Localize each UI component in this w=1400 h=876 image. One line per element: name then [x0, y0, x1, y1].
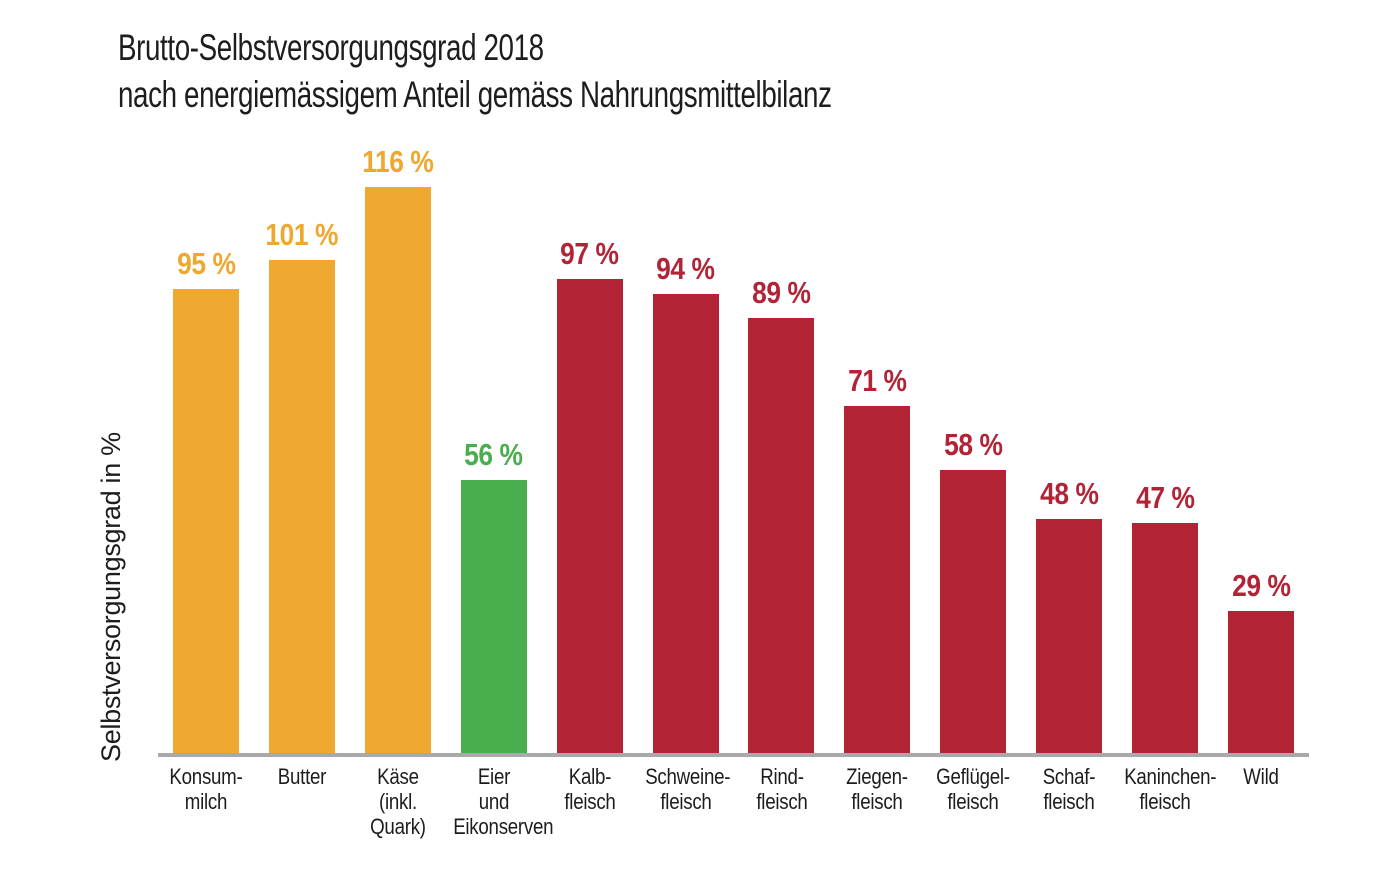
bar-column-9: 58 % — [925, 427, 1021, 753]
category-labels-row: Konsum- milch Butter Käse (inkl. Quark) Eie… — [158, 764, 1309, 839]
bar-value-label: 116 % — [362, 144, 434, 179]
chart-title: Brutto-Selbstversorgungsgrad 2018 nach e… — [118, 24, 832, 118]
category-label: Schaf- fleisch — [1042, 764, 1096, 814]
bar-value-label: 29 % — [1231, 568, 1291, 603]
bar-column-7: 89 % — [734, 275, 830, 753]
bar — [652, 294, 719, 753]
category-label: Konsum- milch — [169, 764, 243, 814]
bar — [364, 187, 431, 753]
bar-value-label: 47 % — [1135, 480, 1195, 515]
bar-value-label: 94 % — [656, 251, 715, 286]
bar-value-label: 56 % — [464, 437, 524, 472]
bar — [268, 260, 335, 753]
bar-column-8: 71 % — [829, 363, 925, 753]
category-label: Schweine- fleisch — [644, 764, 730, 814]
bar — [1132, 523, 1199, 753]
chart-title-line1: Brutto-Selbstversorgungsgrad 2018 — [118, 27, 544, 68]
category-label: Eier und Eikonserven — [452, 764, 554, 839]
bar-column-2: 101 % — [254, 217, 350, 753]
category-label: Geflügel- fleisch — [936, 764, 1011, 814]
chart-title-line2: nach energiemässigem Anteil gemäss Nahru… — [118, 74, 832, 115]
bar — [844, 406, 911, 753]
bar-column-11: 47 % — [1117, 480, 1213, 753]
bar-value-label: 58 % — [944, 427, 1003, 462]
bar — [940, 470, 1007, 753]
bar-column-10: 48 % — [1021, 476, 1117, 753]
bar-column-5: 97 % — [542, 236, 638, 753]
category-label: Butter — [277, 764, 327, 789]
category-label: Ziegen- fleisch — [846, 764, 909, 814]
category-label: Kaninchen- fleisch — [1124, 764, 1217, 814]
plot-area: 95 % 101 % 116 % 56 % 97 % 94 % 89 % 71 % 58 % 48… — [158, 144, 1309, 839]
bar-column-3: 116 % — [350, 144, 446, 753]
bar-column-12: 29 % — [1213, 568, 1309, 753]
bar — [1228, 611, 1295, 753]
bar — [1036, 519, 1103, 753]
bar — [172, 289, 239, 753]
bar — [460, 480, 527, 753]
bars-container: 95 % 101 % 116 % 56 % 97 % 94 % 89 % 71 % 58 % 48… — [158, 144, 1309, 753]
category-label: Kalb- fleisch — [564, 764, 616, 814]
bar-value-label: 101 % — [265, 217, 339, 252]
bar-value-label: 71 % — [848, 363, 907, 398]
bar-column-1: 95 % — [158, 246, 254, 753]
category-label: Käse (inkl. Quark) — [369, 764, 426, 839]
x-axis-line — [158, 753, 1309, 757]
bar-value-label: 95 % — [176, 246, 236, 281]
bar-value-label: 48 % — [1040, 476, 1099, 511]
bar — [556, 279, 623, 753]
bar-value-label: 89 % — [752, 275, 811, 310]
category-label: Wild — [1243, 764, 1279, 789]
category-label: Rind- fleisch — [755, 764, 808, 814]
bar — [748, 318, 815, 753]
bar-value-label: 97 % — [560, 236, 619, 271]
bar-column-6: 94 % — [638, 251, 734, 753]
y-axis-label: Selbstversorgungsgrad in % — [96, 432, 126, 762]
bar-column-4: 56 % — [446, 437, 542, 753]
